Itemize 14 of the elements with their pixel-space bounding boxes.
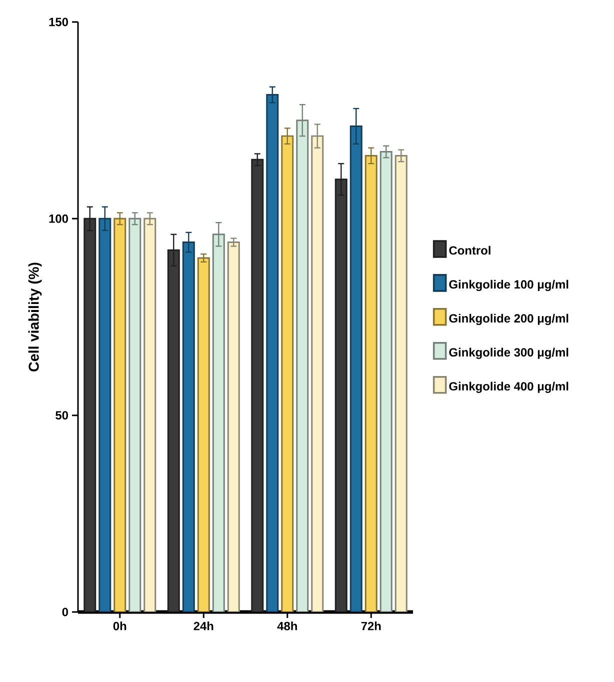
y-tick-label: 100: [49, 214, 68, 223]
y-tick-label: 0: [62, 608, 68, 616]
legend-label: Ginkgolide 100 μg/ml: [449, 280, 568, 292]
x-tick-label: 48h: [277, 622, 297, 630]
legend-label: Ginkgolide 400 μg/ml: [449, 382, 568, 393]
x-tick-label: 24h: [194, 622, 214, 630]
y-tick-label: 150: [49, 18, 68, 26]
legend-label: Ginkgolide 200 μg/ml: [449, 314, 568, 326]
legend-label: Ginkgolide 300 μg/ml: [449, 348, 568, 359]
y-axis-title: Cell viability (%): [28, 262, 42, 372]
y-tick-label: 50: [56, 411, 68, 420]
legend-label: Control: [449, 246, 490, 255]
x-tick-label: 0h: [113, 622, 126, 630]
x-tick-label: 72h: [361, 622, 381, 630]
